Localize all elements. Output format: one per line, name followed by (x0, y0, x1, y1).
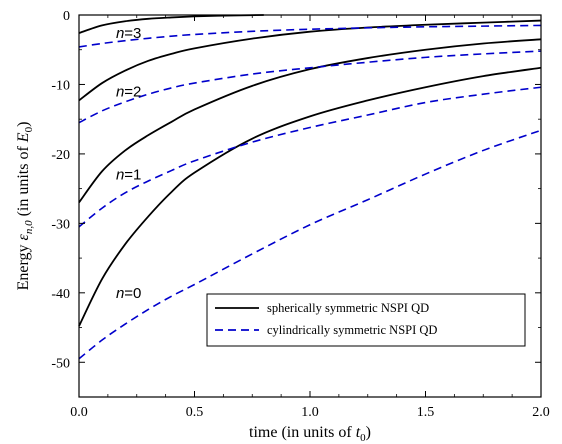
x-axis-title: time (in units of t0) (249, 424, 371, 444)
series-line-spherical-n3 (78, 14, 264, 34)
x-tick-label: 2.0 (532, 405, 550, 420)
y-tick-label: -30 (51, 217, 70, 232)
x-axis: 0.0 0.5 1.0 1.5 2.0 (70, 15, 550, 420)
level-label: n=0 (116, 285, 141, 302)
x-tick-label: 0.5 (186, 405, 204, 420)
y-tick-label: 0 (63, 9, 70, 24)
legend: spherically symmetric NSPI QD cylindrica… (206, 293, 526, 347)
series-line-cylindrical-n1 (78, 86, 542, 228)
level-label: n=2 (116, 83, 141, 100)
series-line-cylindrical-n3 (78, 24, 542, 48)
level-label: n=1 (116, 167, 141, 184)
x-tick-label: 1.5 (417, 405, 435, 420)
legend-box (206, 293, 526, 347)
series-line-spherical-n1 (78, 38, 542, 204)
y-tick-label: -50 (51, 356, 70, 371)
x-tick-label: 1.0 (301, 405, 319, 420)
x-tick-label: 0.0 (70, 405, 88, 420)
y-axis: 0 -10 -20 -30 -40 -50 (51, 9, 541, 371)
plot-content: n=3 n=2 n=1 n=0 (78, 14, 542, 360)
y-tick-label: -20 (51, 148, 70, 163)
level-label: n=3 (116, 25, 141, 42)
y-tick-label: -40 (51, 287, 70, 302)
series-line-spherical-n0 (78, 66, 542, 327)
series-line-spherical-n2 (78, 19, 542, 102)
legend-label-spherical: spherically symmetric NSPI QD (267, 301, 429, 315)
series-line-cylindrical-n2 (78, 50, 542, 124)
series-line-cylindrical-n0 (78, 129, 542, 360)
y-tick-label: -10 (51, 78, 70, 93)
y-axis-title: Energy εn,0 (in units of E0) (15, 122, 35, 291)
legend-label-cylindrical: cylindrically symmetric NSPI QD (267, 323, 437, 337)
